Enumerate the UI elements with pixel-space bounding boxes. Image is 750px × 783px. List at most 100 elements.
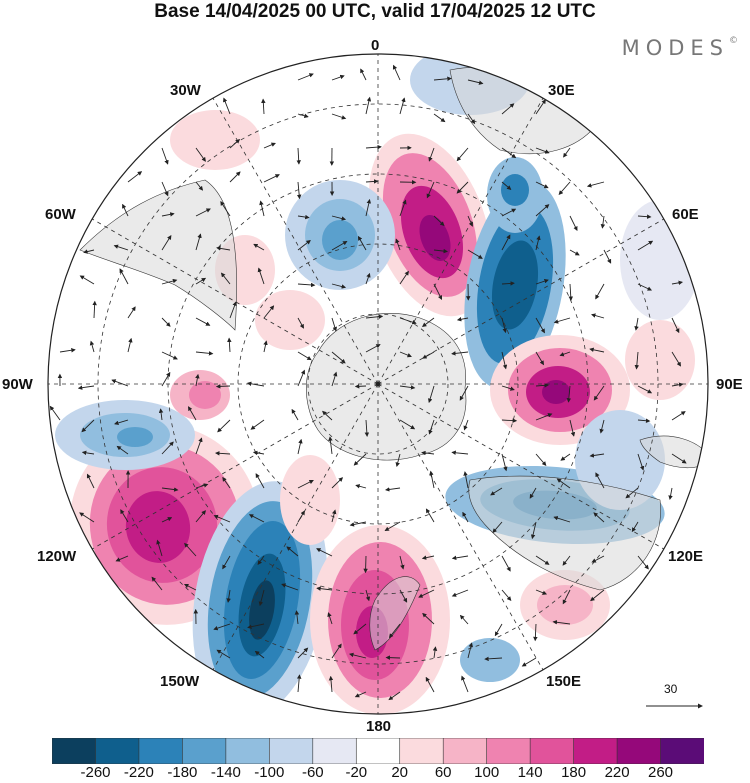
wind-vector bbox=[248, 514, 265, 523]
wind-vector bbox=[553, 317, 571, 324]
wind-vector bbox=[451, 555, 469, 561]
wind-vector bbox=[535, 204, 550, 217]
meridian-line bbox=[92, 383, 379, 550]
wind-vector bbox=[213, 623, 231, 631]
wind-vector bbox=[195, 317, 211, 326]
wind-vector bbox=[297, 214, 310, 220]
wind-vector bbox=[229, 171, 241, 183]
wind-vector bbox=[399, 317, 417, 325]
wind-vector bbox=[161, 181, 169, 197]
lon-label-60e: 60E bbox=[672, 206, 699, 223]
wind-vector bbox=[263, 305, 275, 319]
wind-vector bbox=[215, 384, 231, 389]
wind-vector bbox=[418, 589, 435, 598]
wind-vector bbox=[114, 419, 129, 426]
colorbar-segment bbox=[138, 738, 184, 764]
wind-vector bbox=[195, 277, 207, 285]
wind-vector bbox=[399, 555, 405, 570]
wind-vector bbox=[462, 511, 469, 523]
wind-vector bbox=[432, 646, 438, 659]
wind-vector bbox=[637, 214, 652, 219]
wind-vector bbox=[195, 373, 200, 387]
wind-vector bbox=[637, 385, 653, 394]
wind-vector bbox=[195, 181, 204, 191]
wind-vector bbox=[297, 351, 312, 361]
wind-vector bbox=[388, 623, 401, 639]
wind-vector bbox=[222, 555, 231, 570]
wind-vector bbox=[365, 179, 379, 184]
wind-vector bbox=[501, 208, 517, 217]
wind-vector bbox=[161, 317, 171, 327]
anomaly-contour bbox=[255, 290, 325, 350]
map-disc bbox=[48, 54, 708, 714]
lon-label-30e: 30E bbox=[548, 82, 575, 99]
wind-vector bbox=[331, 477, 344, 489]
wind-vector bbox=[259, 200, 265, 217]
wind-vector bbox=[195, 233, 202, 251]
wind-vector bbox=[115, 555, 129, 562]
wind-vector bbox=[297, 73, 314, 81]
wind-vector bbox=[296, 674, 302, 693]
wind-vector bbox=[461, 675, 469, 693]
wind-vector bbox=[421, 555, 435, 560]
wind-vector bbox=[296, 147, 301, 165]
wind-vector bbox=[79, 275, 95, 285]
wind-vector bbox=[399, 589, 408, 603]
reference-vector-label: 30 bbox=[664, 682, 678, 696]
anomaly-contour bbox=[419, 214, 451, 262]
wind-vector bbox=[392, 64, 401, 81]
colorbar-tick-label: -140 bbox=[210, 764, 241, 781]
wind-vector bbox=[365, 198, 372, 217]
wind-vector bbox=[246, 381, 265, 387]
wind-vector bbox=[637, 418, 651, 423]
wind-vector bbox=[349, 521, 367, 527]
wind-vector bbox=[501, 555, 511, 572]
wind-vector bbox=[89, 340, 95, 353]
lon-label-90w: 90W bbox=[2, 376, 33, 393]
colorbar-segment bbox=[529, 738, 575, 764]
wind-vector bbox=[327, 612, 333, 625]
wind-vector bbox=[399, 385, 416, 390]
colorbar-tick-label: -100 bbox=[254, 764, 285, 781]
wind-vector bbox=[637, 453, 645, 471]
colorbar-segment bbox=[52, 738, 97, 764]
wind-vector bbox=[184, 542, 197, 557]
wind-vector bbox=[363, 555, 368, 574]
wind-vector bbox=[433, 113, 446, 123]
wind-vector bbox=[591, 313, 605, 319]
new-zealand bbox=[369, 576, 421, 651]
wind-vector bbox=[253, 243, 265, 251]
wind-vector bbox=[558, 181, 571, 195]
colorbar-tick-label: -60 bbox=[301, 764, 324, 781]
wind-vector bbox=[365, 589, 371, 602]
wind-vector bbox=[49, 405, 61, 421]
wind-vector bbox=[671, 411, 686, 421]
antarctica bbox=[306, 313, 467, 461]
wind-vector bbox=[291, 408, 299, 421]
wind-vector bbox=[297, 113, 309, 118]
wind-vector bbox=[217, 419, 231, 433]
wind-vector bbox=[459, 614, 469, 625]
wind-vector bbox=[156, 539, 163, 557]
wind-vector bbox=[535, 589, 548, 595]
colorbar bbox=[52, 738, 704, 764]
wind-vector bbox=[349, 652, 367, 659]
wind-vector bbox=[399, 351, 412, 358]
anomaly-contour bbox=[491, 240, 539, 330]
wind-vector bbox=[286, 546, 299, 557]
wind-vector bbox=[161, 235, 172, 251]
wind-vector bbox=[533, 623, 538, 642]
anomaly-shading bbox=[55, 54, 700, 714]
wind-vector bbox=[562, 555, 571, 566]
anomaly-contour bbox=[625, 320, 695, 400]
meridian-line bbox=[377, 98, 544, 385]
wind-vector bbox=[220, 200, 231, 217]
meridian-line bbox=[212, 383, 379, 670]
wind-vector bbox=[671, 351, 681, 367]
wind-vector bbox=[553, 516, 571, 523]
colorbar-tick-label: -20 bbox=[345, 764, 368, 781]
wind-vector bbox=[456, 147, 469, 162]
wind-vector bbox=[161, 351, 178, 360]
wind-vector bbox=[671, 382, 684, 387]
registered-mark: © bbox=[729, 36, 738, 46]
